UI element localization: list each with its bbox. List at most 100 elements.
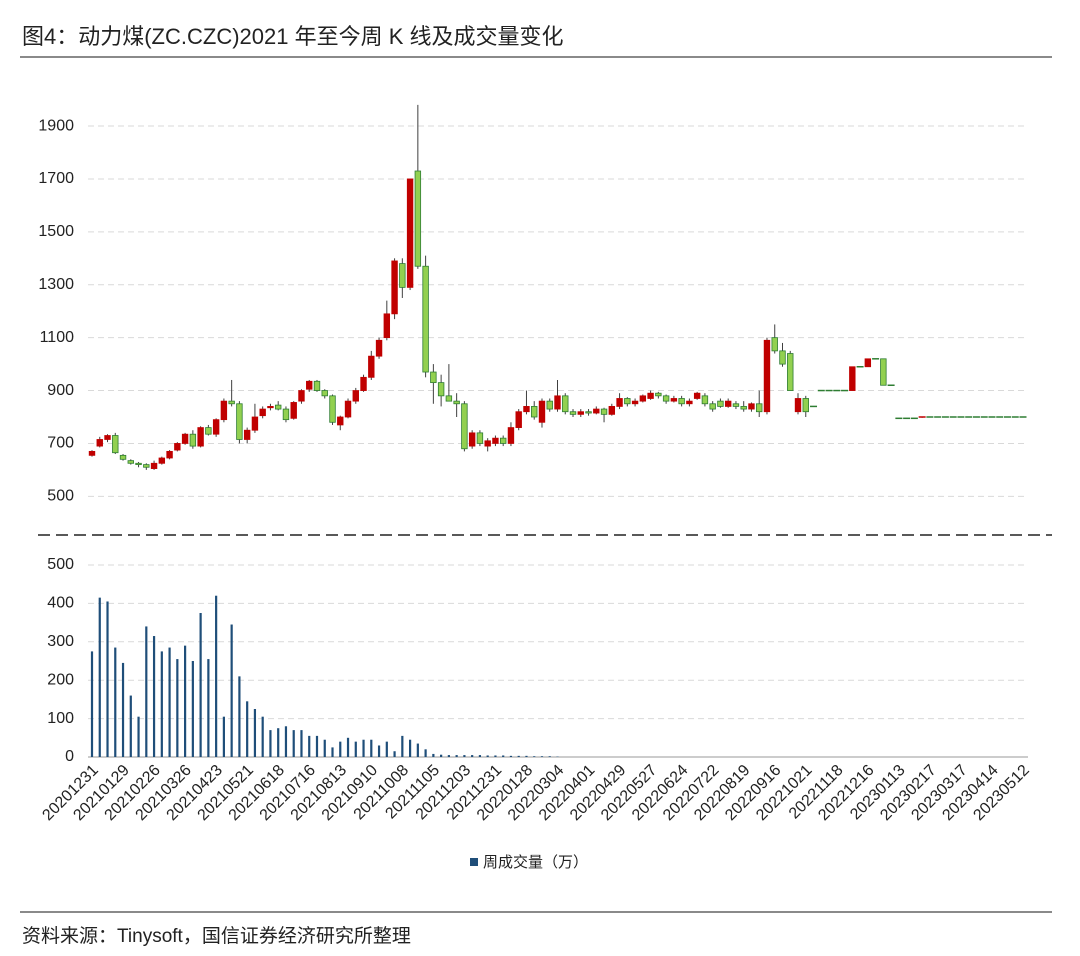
volume-bar [207, 659, 210, 757]
candle-body [282, 408, 290, 421]
candle-body [523, 406, 530, 413]
candle-body [624, 398, 631, 405]
candle-body [468, 432, 476, 447]
candle-body [717, 400, 724, 407]
candle-body [864, 358, 872, 368]
candle-body [104, 435, 111, 440]
candle-body [756, 403, 763, 413]
y-tick-label: 300 [47, 633, 74, 650]
volume-bar [114, 647, 117, 757]
candle-body [600, 408, 608, 415]
candle-body [181, 433, 189, 444]
candle-body [670, 398, 678, 402]
candle-body [437, 382, 445, 397]
candle-body [220, 400, 228, 421]
candle-body [430, 371, 437, 384]
y-tick-label: 1700 [38, 170, 74, 187]
volume-bar [277, 728, 280, 757]
candle-body [484, 440, 491, 447]
y-tick-label: 400 [47, 595, 74, 612]
volume-bar [230, 624, 233, 757]
volume-bar [129, 695, 132, 757]
candle-body [686, 400, 693, 405]
candle-body [135, 462, 142, 466]
legend-swatch [470, 858, 478, 866]
volume-bar [533, 756, 536, 757]
volume-bar [401, 735, 404, 757]
y-tick-label: 700 [47, 435, 74, 452]
candle-body [476, 432, 484, 444]
volume-bar [354, 741, 357, 757]
candle-body [236, 403, 243, 440]
candle-body [515, 411, 522, 428]
volume-bar [494, 755, 497, 757]
volume-bar [447, 755, 450, 757]
candle-body [189, 433, 197, 447]
volume-bar [261, 716, 264, 757]
candle-body [794, 398, 802, 413]
candle-body [205, 427, 212, 435]
candle-body [127, 460, 134, 464]
volume-bar [121, 662, 125, 757]
candle-body [391, 260, 398, 315]
candle-body [174, 443, 181, 451]
volume-bar [408, 739, 412, 757]
candle-body [763, 339, 771, 413]
volume-bar [525, 755, 528, 757]
candle-body [608, 406, 616, 415]
candle-body [732, 403, 740, 407]
candle-body [306, 380, 313, 390]
volume-bar [168, 647, 171, 757]
volume-bar [106, 601, 109, 757]
volume-bar [222, 716, 225, 757]
chart-title: 图4：动力煤(ZC.CZC)2021 年至今周 K 线及成交量变化 [22, 24, 564, 49]
candle-body [693, 392, 701, 399]
candle-body [112, 435, 119, 454]
candle-body [445, 395, 453, 402]
candle-body [585, 411, 592, 414]
y-tick-label: 100 [47, 710, 74, 727]
candle-body [166, 450, 173, 459]
candle-body [779, 350, 786, 365]
volume-bar [370, 739, 373, 757]
volume-bar [377, 745, 381, 757]
candle-body [701, 395, 709, 405]
candle-body [259, 408, 266, 417]
candle-body [119, 454, 127, 460]
candle-body [802, 398, 809, 413]
volume-bar [478, 755, 482, 757]
volume-bar [463, 755, 466, 757]
candle-body [422, 265, 429, 373]
candle-body [554, 395, 561, 410]
volume-bar [440, 754, 443, 757]
candle-body [771, 337, 778, 352]
candle-body [212, 419, 220, 435]
volume-bar [308, 735, 311, 757]
y-tick-label: 1100 [40, 329, 75, 346]
volume-bar [471, 755, 474, 757]
volume-bar [502, 755, 505, 757]
candle-body [197, 427, 204, 447]
candle-body [228, 400, 235, 405]
candle-body [375, 339, 383, 357]
volume-bar [385, 741, 388, 757]
candle-body [143, 464, 150, 468]
candle-body [251, 416, 259, 431]
volume-bar [486, 755, 489, 757]
volume-bar [346, 737, 350, 757]
candle-body [88, 450, 96, 456]
volume-bar [300, 730, 303, 757]
volume-bar [540, 756, 544, 757]
y-tick-label: 1500 [38, 223, 74, 240]
candle-body [507, 427, 515, 444]
candle-body [313, 380, 321, 391]
candle-body [383, 313, 391, 339]
y-tick-label: 500 [47, 556, 74, 573]
candle-body [274, 404, 282, 410]
volume-bar [362, 739, 365, 757]
y-tick-label: 1900 [38, 117, 74, 134]
volume-bar [199, 613, 202, 757]
volume-bar [455, 755, 458, 757]
volume-bar [98, 597, 101, 757]
